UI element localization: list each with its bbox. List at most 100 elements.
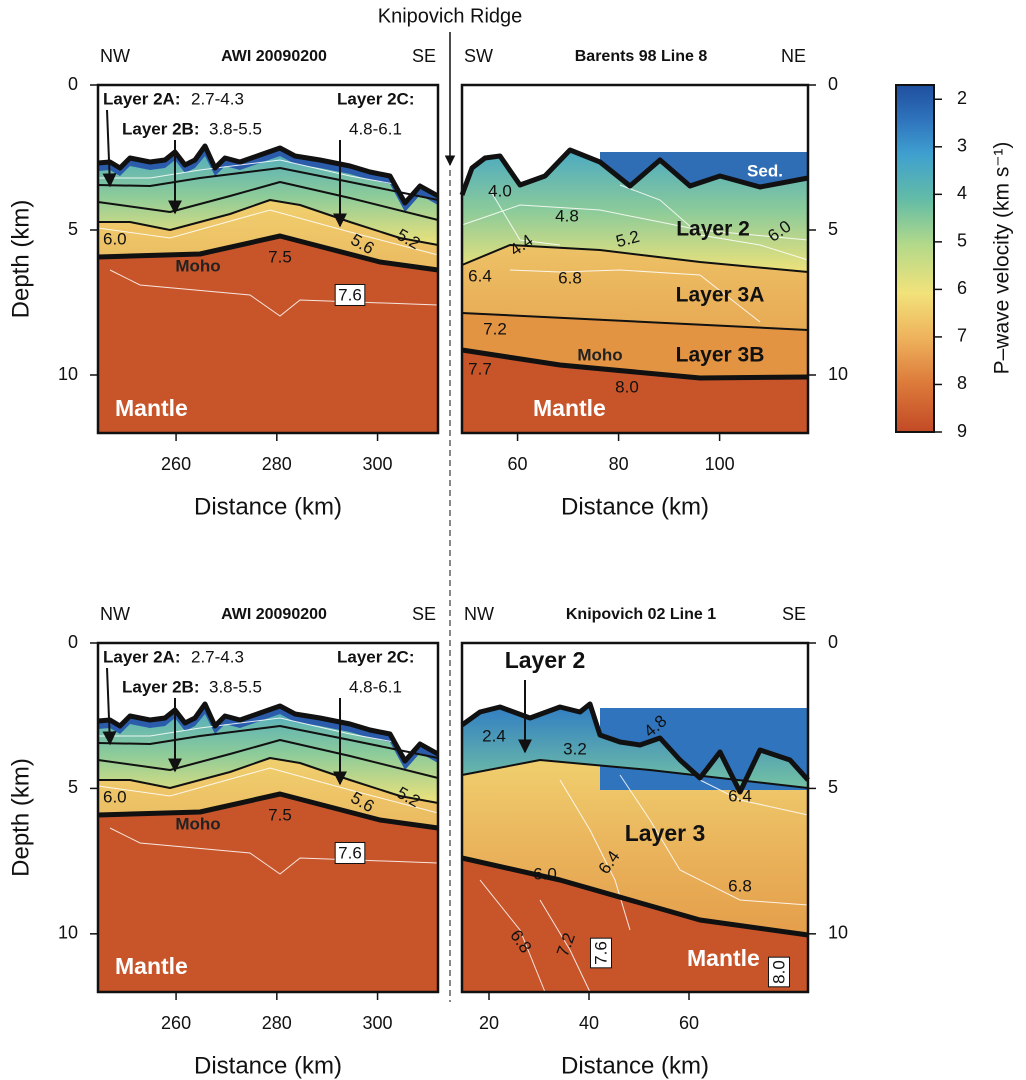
label-box: 7.6 (334, 841, 366, 864)
colorbar-tick-label: 5 (957, 231, 967, 251)
x-tick-label: 100 (705, 454, 735, 474)
annotation: Layer 3A (676, 284, 765, 307)
y-tick-label: 10 (58, 364, 78, 384)
annotation: Mantle (115, 953, 188, 979)
x-tick-label: 20 (479, 1013, 499, 1033)
label-box-bg (767, 956, 790, 988)
plot-frame (460, 641, 810, 994)
direction-label: NW (100, 46, 130, 66)
annotation: 3.2 (563, 739, 587, 758)
annotation: Layer 3 (625, 820, 706, 846)
annotation: 7.2 (483, 319, 507, 338)
x-tick-label: 260 (161, 1013, 191, 1033)
annotation: Layer 2A: (103, 647, 180, 666)
y-tick-label: 5 (828, 777, 838, 797)
plot-frame (96, 641, 440, 994)
annotation: 6.4 (728, 786, 752, 805)
panel-title: AWI 20090200 (221, 606, 327, 623)
annotation: 6.0 (103, 787, 127, 806)
annotation: 3.8-5.5 (209, 677, 262, 696)
annotation: Moho (175, 814, 220, 833)
y-tick-label: 10 (828, 923, 848, 943)
y-tick-label: 10 (58, 923, 78, 943)
colorbar-label: P–wave velocity (km s⁻¹) (991, 142, 1014, 375)
annotation: Mantle (533, 395, 606, 421)
contour-label: 7.6 (338, 285, 362, 304)
direction-label: SE (412, 604, 436, 624)
panel-title: AWI 20090200 (221, 48, 327, 65)
y-axis-label: Depth (km) (7, 758, 34, 877)
x-tick-label: 300 (363, 454, 393, 474)
annotation: 6.8 (728, 876, 752, 895)
x-tick-label: 280 (262, 1013, 292, 1033)
colorbar-tick-label: 8 (957, 373, 967, 393)
contour-label: 7.6 (338, 843, 362, 862)
label-box-bg (334, 283, 366, 306)
y-tick-label: 0 (68, 74, 78, 94)
y-tick-label: 0 (828, 632, 838, 652)
y-tick-label: 5 (68, 219, 78, 239)
x-tick-label: 60 (679, 1013, 699, 1033)
colorbar-tick-label: 7 (957, 326, 967, 346)
annotation: 2.7-4.3 (191, 647, 244, 666)
y-tick-label: 10 (828, 364, 848, 384)
section-art (460, 680, 810, 993)
direction-label: NW (100, 604, 130, 624)
panel-title: Knipovich 02 Line 1 (566, 606, 716, 623)
y-axis-label: Depth (km) (7, 200, 34, 319)
direction-label: SE (412, 46, 436, 66)
annotation: 2.7-4.3 (191, 89, 244, 108)
x-tick-label: 40 (579, 1013, 599, 1033)
annotation: 6.0 (103, 229, 127, 248)
annotation: Layer 2 (505, 647, 586, 673)
annotation: 6.0 (533, 864, 557, 883)
x-axis-label: Distance (km) (561, 1052, 709, 1079)
direction-label: NW (464, 604, 494, 624)
annotation: Mantle (115, 395, 188, 421)
annotation: Layer 2C: (337, 89, 414, 108)
section-art (459, 147, 809, 433)
annotation: 4.8-6.1 (349, 677, 402, 696)
y-tick-label: 0 (828, 74, 838, 94)
section-art (97, 667, 440, 991)
annotation: 8.0 (615, 377, 639, 396)
colorbar-tick-label: 2 (957, 88, 967, 108)
annotation: 6.4 (468, 266, 492, 285)
annotation: 4.8 (555, 206, 579, 225)
label-box: 7.6 (334, 283, 366, 306)
direction-label: SW (464, 46, 493, 66)
x-tick-label: 280 (262, 454, 292, 474)
y-tick-label: 5 (68, 777, 78, 797)
annotation: 2.4 (482, 726, 506, 745)
annotation: Mantle (687, 945, 760, 971)
annotation: Sed. (747, 161, 783, 180)
x-tick-label: 300 (363, 1013, 393, 1033)
label-box: 7.6 (589, 937, 612, 969)
annotation: Layer 2B: (122, 677, 199, 696)
label-box-bg (334, 841, 366, 864)
annotation: Layer 3B (676, 344, 765, 367)
panel-title: Barents 98 Line 8 (575, 48, 708, 65)
x-tick-label: 60 (508, 454, 528, 474)
x-tick-label: 80 (609, 454, 629, 474)
annotation: 7.7 (468, 359, 492, 378)
colorbar-tick-label: 6 (957, 278, 967, 298)
x-axis-label: Distance (km) (194, 493, 342, 520)
y-tick-label: 0 (68, 632, 78, 652)
annotation: 4.8-6.1 (349, 119, 402, 138)
annotation: Layer 2A: (103, 89, 180, 108)
annotation: 3.8-5.5 (209, 119, 262, 138)
label-box-bg (589, 937, 612, 969)
annotation: 4.0 (488, 181, 512, 200)
colorbar-tick-label: 3 (957, 136, 967, 156)
x-axis-label: Distance (km) (194, 1052, 342, 1079)
colorbar (895, 84, 935, 433)
contour-label: 8.0 (769, 960, 788, 984)
annotation: 7.5 (268, 247, 292, 266)
annotation: 7.5 (268, 805, 292, 824)
contour-label: 7.6 (591, 941, 610, 965)
annotation: Layer 2 (676, 218, 750, 241)
x-tick-label: 260 (161, 454, 191, 474)
x-axis-label: Distance (km) (561, 493, 709, 520)
